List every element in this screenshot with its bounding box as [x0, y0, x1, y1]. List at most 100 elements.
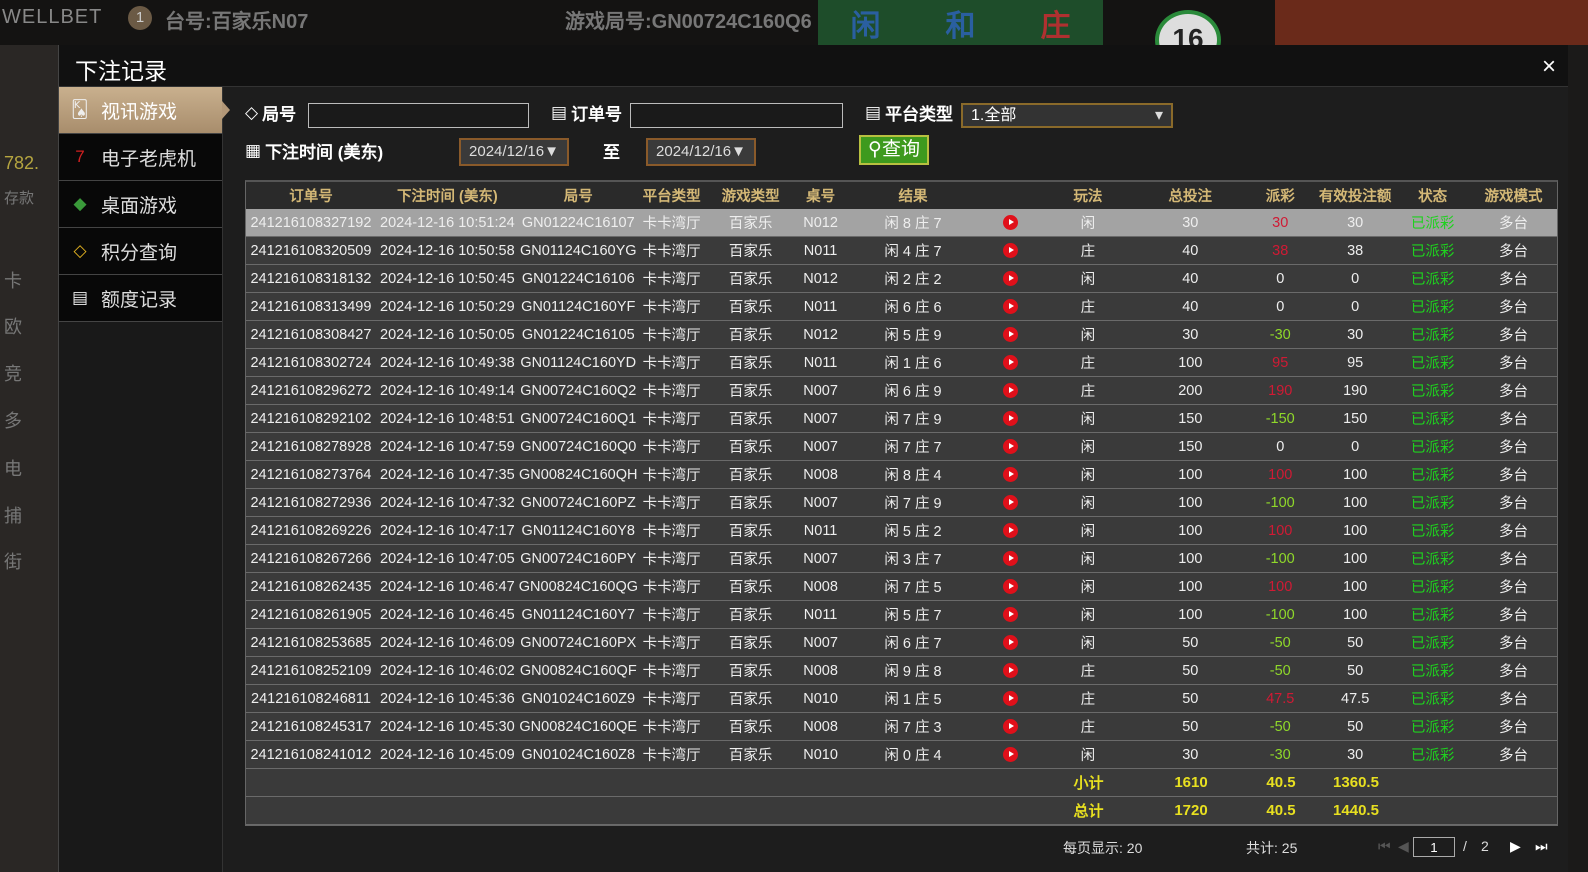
date-from-picker[interactable]: 2024/12/16▼ — [459, 138, 569, 166]
bet-time: 2024-12-16 10:50:45 — [380, 270, 515, 287]
bet-record-modal: 下注记录 × 🂮 视讯游戏 7 电子老虎机 ◆ 桌面游戏 ◇ 积分查询 ▤ 额度记录 ◇ 局号 ▤ 订… — [58, 45, 1568, 872]
label: 订单号 — [571, 105, 623, 124]
table-row[interactable]: 241216108292102 2024-12-16 10:48:51 GN0072… — [246, 405, 1557, 433]
replay-button[interactable] — [980, 467, 1040, 483]
list-icon: ▤ — [865, 102, 882, 122]
pagination: 每页显示: 20 共计: 25 ⏮ ◀ / 2 ▶ ⏭ — [245, 835, 1558, 859]
result: 闲 6 庄 9 — [884, 384, 942, 400]
table-row[interactable]: 241216108269226 2024-12-16 10:47:17 GN0112… — [246, 517, 1557, 545]
table-row[interactable]: 241216108253685 2024-12-16 10:46:09 GN0072… — [246, 629, 1557, 657]
column-header: 派彩 — [1265, 189, 1295, 205]
play-icon — [1002, 691, 1018, 707]
table-no: N012 — [803, 214, 838, 231]
bet-type: 闲 — [1080, 552, 1096, 568]
bet-type: 庄 — [1080, 300, 1096, 316]
table-row[interactable]: 241216108308427 2024-12-16 10:50:05 GN0122… — [246, 321, 1557, 349]
table-row[interactable]: 241216108320509 2024-12-16 10:50:58 GN0112… — [246, 237, 1557, 265]
sidebar-item-1[interactable]: 7 电子老虎机 — [59, 134, 222, 181]
game-type: 百家乐 — [728, 412, 773, 428]
bet-time: 2024-12-16 10:47:05 — [380, 550, 515, 567]
table-row[interactable]: 241216108296272 2024-12-16 10:49:14 GN0072… — [246, 377, 1557, 405]
total-bet: 30 — [1182, 214, 1199, 231]
replay-button[interactable] — [980, 243, 1040, 259]
replay-button[interactable] — [980, 439, 1040, 455]
replay-button[interactable] — [980, 635, 1040, 651]
table-row[interactable]: 241216108272936 2024-12-16 10:47:32 GN0072… — [246, 489, 1557, 517]
table-row[interactable]: 241216108252109 2024-12-16 10:46:02 GN0082… — [246, 657, 1557, 685]
platform: 卡卡湾厅 — [642, 720, 701, 736]
last-page-icon[interactable]: ⏭ — [1535, 838, 1548, 854]
close-icon[interactable]: × — [1541, 53, 1556, 80]
table-row[interactable]: 241216108273764 2024-12-16 10:47:35 GN0082… — [246, 461, 1557, 489]
replay-button[interactable] — [980, 691, 1040, 707]
valid-bet: 190 — [1343, 382, 1368, 399]
replay-button[interactable] — [980, 383, 1040, 399]
prev-page-icon[interactable]: ◀ — [1398, 838, 1409, 854]
replay-button[interactable] — [980, 411, 1040, 427]
table-row[interactable]: 241216108318132 2024-12-16 10:50:45 GN0122… — [246, 265, 1557, 293]
table-row[interactable]: 241216108313499 2024-12-16 10:50:29 GN0112… — [246, 293, 1557, 321]
replay-button[interactable] — [980, 271, 1040, 287]
page-input[interactable] — [1413, 837, 1455, 857]
replay-button[interactable] — [980, 523, 1040, 539]
status: 已派彩 — [1410, 552, 1455, 568]
payout: 100 — [1268, 522, 1293, 539]
total-valid-bet: 1440.5 — [1333, 802, 1379, 819]
replay-button[interactable] — [980, 299, 1040, 315]
table-row[interactable]: 241216108327192 2024-12-16 10:51:24 GN0122… — [246, 209, 1557, 237]
replay-button[interactable] — [980, 747, 1040, 763]
to-label: 至 — [603, 143, 620, 162]
play-icon — [1002, 747, 1018, 763]
table-row[interactable]: 241216108245317 2024-12-16 10:45:30 GN0082… — [246, 713, 1557, 741]
game-type: 百家乐 — [728, 720, 773, 736]
replay-button[interactable] — [980, 663, 1040, 679]
order-no: 241216108262435 — [250, 578, 372, 595]
result: 闲 1 庄 6 — [884, 356, 942, 372]
replay-button[interactable] — [980, 579, 1040, 595]
sidebar-item-0[interactable]: 🂮 视讯游戏 — [59, 87, 230, 134]
play-icon — [1002, 411, 1018, 427]
table-no: N011 — [803, 606, 838, 623]
replay-button[interactable] — [980, 327, 1040, 343]
sidebar-item-2[interactable]: ◆ 桌面游戏 — [59, 181, 222, 228]
bet-time: 2024-12-16 10:47:32 — [380, 494, 515, 511]
date-to-picker[interactable]: 2024/12/16▼ — [646, 138, 756, 166]
play-icon — [1002, 439, 1018, 455]
play-icon — [1002, 215, 1018, 231]
round-input[interactable] — [308, 103, 529, 128]
sidebar-item-4[interactable]: ▤ 额度记录 — [59, 275, 222, 322]
replay-button[interactable] — [980, 607, 1040, 623]
payout: -50 — [1269, 634, 1291, 651]
table-row[interactable]: 241216108278928 2024-12-16 10:47:59 GN0072… — [246, 433, 1557, 461]
replay-button[interactable] — [980, 355, 1040, 371]
first-page-icon[interactable]: ⏮ — [1378, 838, 1391, 854]
replay-button[interactable] — [980, 215, 1040, 231]
platform-select[interactable]: 1.全部 — [961, 103, 1173, 128]
order-no: 241216108313499 — [250, 298, 372, 315]
bet-type: 闲 — [1080, 496, 1096, 512]
table-row[interactable]: 241216108302724 2024-12-16 10:49:38 GN0112… — [246, 349, 1557, 377]
play-icon — [1002, 551, 1018, 567]
replay-button[interactable] — [980, 551, 1040, 567]
table-row[interactable]: 241216108246811 2024-12-16 10:45:36 GN0102… — [246, 685, 1557, 713]
status: 已派彩 — [1410, 244, 1455, 260]
replay-button[interactable] — [980, 719, 1040, 735]
left-item: 欧 — [4, 317, 22, 337]
order-input[interactable] — [630, 103, 843, 128]
table-row[interactable]: 241216108241012 2024-12-16 10:45:09 GN0102… — [246, 741, 1557, 769]
query-button[interactable]: ⚲查询 — [859, 135, 929, 165]
replay-button[interactable] — [980, 495, 1040, 511]
table-row[interactable]: 241216108261905 2024-12-16 10:46:45 GN0112… — [246, 601, 1557, 629]
column-header: 局号 — [563, 189, 593, 205]
valid-bet: 100 — [1343, 466, 1368, 483]
payout: 47.5 — [1266, 690, 1295, 707]
status: 已派彩 — [1410, 412, 1455, 428]
sidebar-item-3[interactable]: ◇ 积分查询 — [59, 228, 222, 275]
next-page-icon[interactable]: ▶ — [1510, 838, 1521, 854]
table-row[interactable]: 241216108262435 2024-12-16 10:46:47 GN0082… — [246, 573, 1557, 601]
status: 已派彩 — [1410, 720, 1455, 736]
play-icon — [1002, 271, 1018, 287]
game-type: 百家乐 — [728, 692, 773, 708]
table-row[interactable]: 241216108267266 2024-12-16 10:47:05 GN0072… — [246, 545, 1557, 573]
order-no: 241216108273764 — [250, 466, 372, 483]
